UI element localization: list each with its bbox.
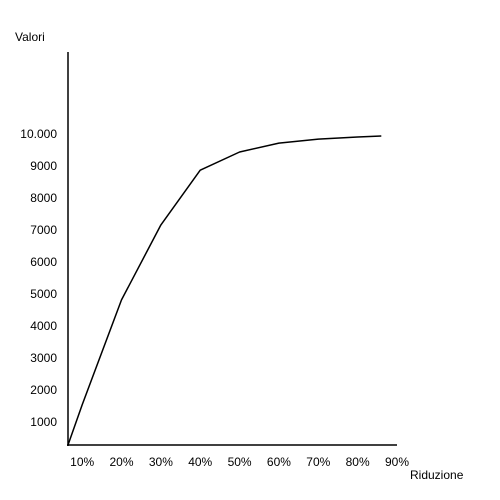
x-tick-label: 90% [385,455,409,469]
y-tick-label: 2000 [30,383,57,397]
x-tick-label: 80% [346,455,370,469]
x-tick-label: 10% [70,455,94,469]
data-line [67,135,382,446]
x-tick-label: 60% [267,455,291,469]
y-tick-label: 1000 [30,415,57,429]
x-tick-label: 50% [228,455,252,469]
y-tick-label: 4000 [30,319,57,333]
y-tick-label: 6000 [30,255,57,269]
y-tick-label: 9000 [30,159,57,173]
x-tick-label: 20% [110,455,134,469]
x-axis-label: Riduzione [410,468,464,482]
y-tick-label: 5000 [30,287,57,301]
x-tick-label: 70% [306,455,330,469]
y-axis-label: Valori [15,30,45,44]
y-tick-label: 3000 [30,351,57,365]
y-tick-label: 8000 [30,191,57,205]
x-tick-label: 40% [188,455,212,469]
x-tick-label: 30% [149,455,173,469]
y-tick-label: 7000 [30,223,57,237]
y-tick-label: 10.000 [20,127,57,141]
